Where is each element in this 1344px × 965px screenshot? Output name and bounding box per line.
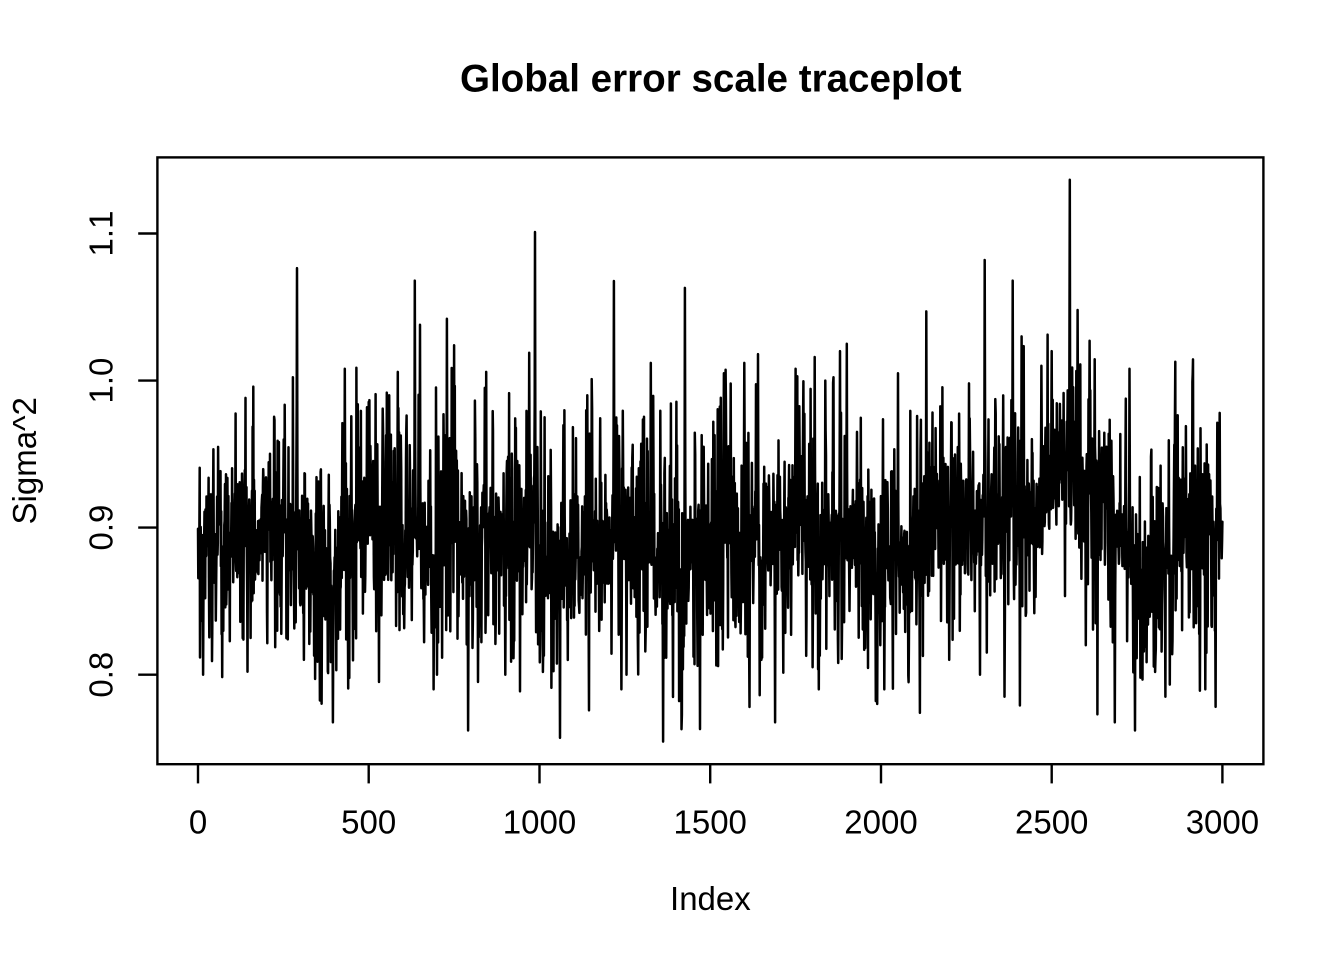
svg-text:0: 0 <box>189 804 207 841</box>
svg-text:500: 500 <box>341 804 396 841</box>
svg-text:Sigma^2: Sigma^2 <box>6 397 43 524</box>
svg-text:3000: 3000 <box>1186 804 1259 841</box>
svg-text:Index: Index <box>670 880 751 917</box>
svg-text:1000: 1000 <box>503 804 576 841</box>
svg-text:0.9: 0.9 <box>83 505 120 551</box>
svg-text:1500: 1500 <box>673 804 746 841</box>
svg-text:2500: 2500 <box>1015 804 1088 841</box>
svg-text:0.8: 0.8 <box>83 652 120 698</box>
svg-text:Global error scale traceplot: Global error scale traceplot <box>460 57 962 100</box>
svg-text:1.1: 1.1 <box>83 211 120 257</box>
svg-text:2000: 2000 <box>844 804 917 841</box>
svg-text:1.0: 1.0 <box>83 358 120 404</box>
